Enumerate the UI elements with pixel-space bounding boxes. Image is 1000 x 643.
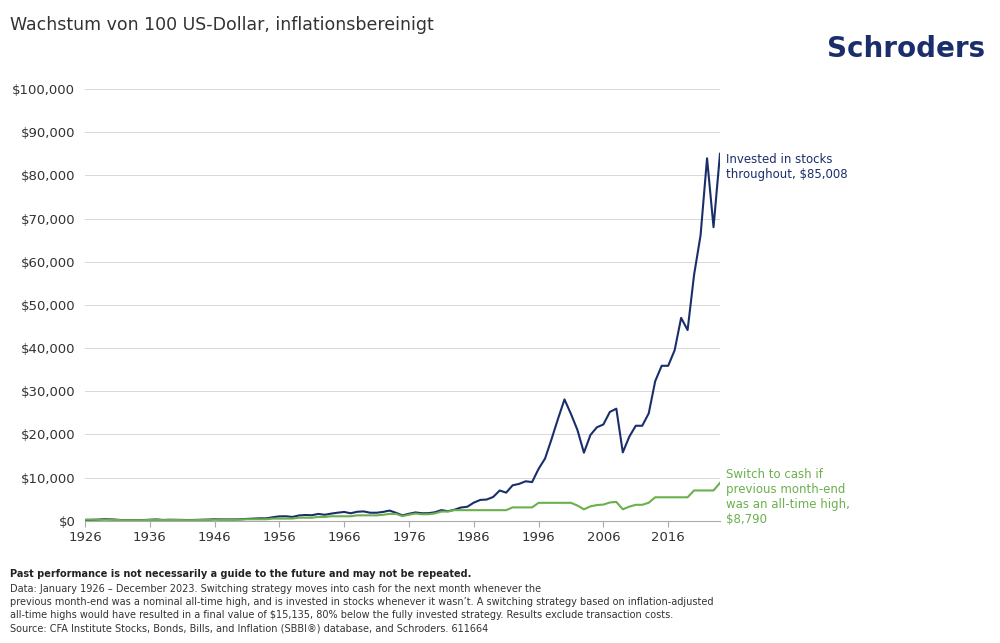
Text: Invested in stocks
throughout, $85,008: Invested in stocks throughout, $85,008 xyxy=(726,153,848,181)
Text: Wachstum von 100 US-Dollar, inflationsbereinigt: Wachstum von 100 US-Dollar, inflationsbe… xyxy=(10,16,434,34)
Text: Schroders: Schroders xyxy=(827,35,985,64)
Text: Switch to cash if
previous month-end
was an all-time high,
$8,790: Switch to cash if previous month-end was… xyxy=(726,468,850,526)
Text: Data: January 1926 – December 2023. Switching strategy moves into cash for the n: Data: January 1926 – December 2023. Swit… xyxy=(10,584,714,633)
Text: Past performance is not necessarily a guide to the future and may not be repeate: Past performance is not necessarily a gu… xyxy=(10,569,471,579)
